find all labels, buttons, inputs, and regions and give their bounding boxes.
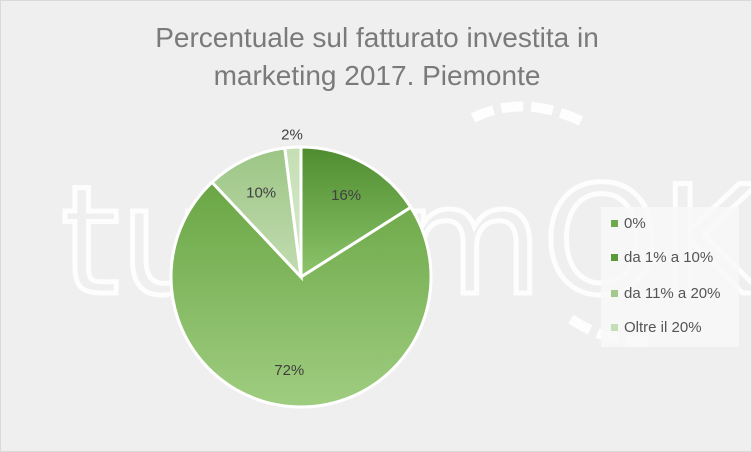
chart-title-line-1: Percentuale sul fatturato investita in [155,22,599,53]
legend-swatch-2 [611,290,618,297]
legend-item-3: Oltre il 20% [611,319,702,336]
chart-title: Percentuale sul fatturato investita in m… [1,19,751,95]
legend-item-2: da 11% a 20% [611,285,720,302]
pie-chart: 2% 16% 72% 10% [169,126,433,409]
legend-item-0: 0% [611,215,646,232]
pie-slice-1 [299,145,413,280]
legend-label-3: Oltre il 20% [624,319,702,336]
pie-slice-2 [169,180,433,409]
pie-data-label-0: 2% [281,126,303,143]
pie-data-label-3: 10% [246,184,276,201]
chart-legend: 0% da 1% a 10% da 11% a 20% Oltre il 20% [601,207,739,347]
pie-data-label-2: 72% [274,362,304,379]
legend-label-0: 0% [624,215,646,232]
legend-label-1: da 1% a 10% [624,249,714,266]
pie-slice-3 [209,146,304,282]
pie-data-label-1: 16% [331,187,361,204]
legend-swatch-1 [611,254,618,261]
legend-item-1: da 1% a 10% [611,249,713,266]
legend-label-2: da 11% a 20% [624,285,721,302]
legend-swatch-3 [611,324,618,331]
legend-swatch-0 [611,220,618,227]
chart-title-line-2: marketing 2017. Piemonte [213,60,541,91]
